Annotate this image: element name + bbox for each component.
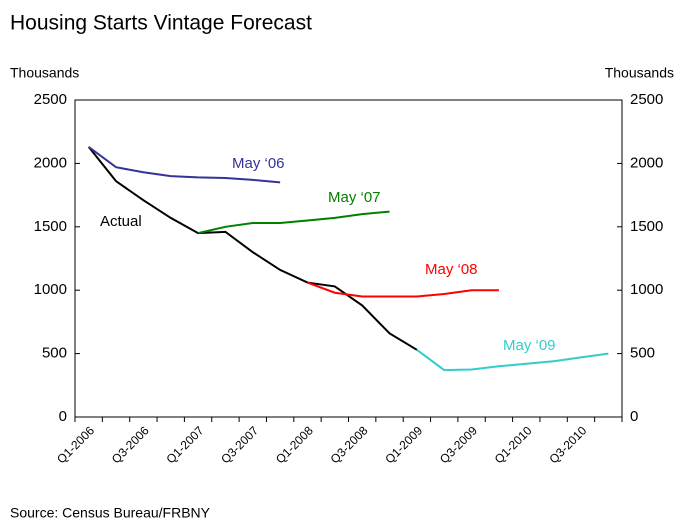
chart-title: Housing Starts Vintage Forecast [10,12,312,35]
y-tick-label: 1000 [34,281,67,298]
series-label: May ‘06 [232,155,285,172]
x-tick-label: Q1-2010 [492,423,535,466]
y2-tick-label: 1000 [630,281,663,298]
series-label: May ‘08 [425,261,478,278]
series-line [88,146,281,184]
y-tick-label: 500 [42,345,67,362]
plot-frame [74,99,623,418]
y-axis-label: Thousands [10,65,79,81]
y2-tick-label: 2000 [630,154,663,171]
x-tick-label: Q1-2007 [164,423,207,466]
x-tick-label: Q3-2006 [109,423,152,466]
x-tick-label: Q3-2009 [437,423,480,466]
series-line [307,281,499,298]
series-label: Actual [100,213,142,230]
y2-axis-label: Thousands [605,65,674,81]
series-line [416,348,609,372]
series-line [197,210,390,235]
x-tick-label: Q3-2008 [328,423,371,466]
x-tick-label: Q1-2006 [54,423,97,466]
y2-tick-label: 2500 [630,91,663,108]
x-tick-label: Q3-2010 [546,423,589,466]
y-tick-label: 0 [59,408,67,425]
x-tick-label: Q3-2007 [218,423,261,466]
x-tick-label: Q1-2009 [382,423,425,466]
y2-tick-label: 500 [630,345,655,362]
source: Source: Census Bureau/FRBNY [10,505,211,521]
series-label: May ‘07 [328,189,381,206]
series-line [87,146,418,351]
series-label: May ‘09 [503,337,556,354]
y-tick-label: 2000 [34,154,67,171]
y-tick-label: 2500 [34,91,67,108]
y-tick-label: 1500 [34,218,67,235]
y2-tick-label: 0 [630,408,638,425]
x-tick-label: Q1-2008 [273,423,316,466]
y2-tick-label: 1500 [630,218,663,235]
